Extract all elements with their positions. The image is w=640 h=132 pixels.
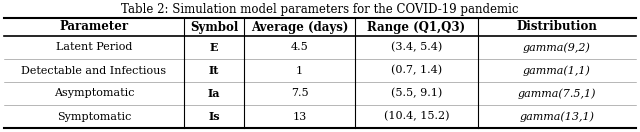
Text: (10.4, 15.2): (10.4, 15.2) — [383, 111, 449, 122]
Text: Parameter: Parameter — [60, 20, 129, 34]
Text: Table 2: Simulation model parameters for the COVID-19 pandemic: Table 2: Simulation model parameters for… — [121, 3, 519, 15]
Text: (3.4, 5.4): (3.4, 5.4) — [391, 42, 442, 53]
Text: 13: 13 — [292, 112, 307, 121]
Text: Is: Is — [209, 111, 220, 122]
Text: gamma(7.5,1): gamma(7.5,1) — [518, 88, 596, 99]
Text: Detectable and Infectious: Detectable and Infectious — [22, 65, 166, 76]
Text: Asymptomatic: Asymptomatic — [54, 88, 134, 98]
Text: Range (Q1,Q3): Range (Q1,Q3) — [367, 20, 465, 34]
Text: Symptomatic: Symptomatic — [57, 112, 131, 121]
Text: gamma(13,1): gamma(13,1) — [520, 111, 595, 122]
Text: E: E — [210, 42, 218, 53]
Text: Latent Period: Latent Period — [56, 43, 132, 53]
Text: (0.7, 1.4): (0.7, 1.4) — [391, 65, 442, 76]
Text: Distribution: Distribution — [516, 20, 597, 34]
Text: It: It — [209, 65, 220, 76]
Text: gamma(9,2): gamma(9,2) — [523, 42, 591, 53]
Text: Symbol: Symbol — [190, 20, 238, 34]
Text: Ia: Ia — [208, 88, 220, 99]
Text: Average (days): Average (days) — [251, 20, 348, 34]
Text: 7.5: 7.5 — [291, 88, 308, 98]
Text: 4.5: 4.5 — [291, 43, 308, 53]
Text: gamma(1,1): gamma(1,1) — [523, 65, 591, 76]
Text: 1: 1 — [296, 65, 303, 76]
Text: (5.5, 9.1): (5.5, 9.1) — [391, 88, 442, 99]
